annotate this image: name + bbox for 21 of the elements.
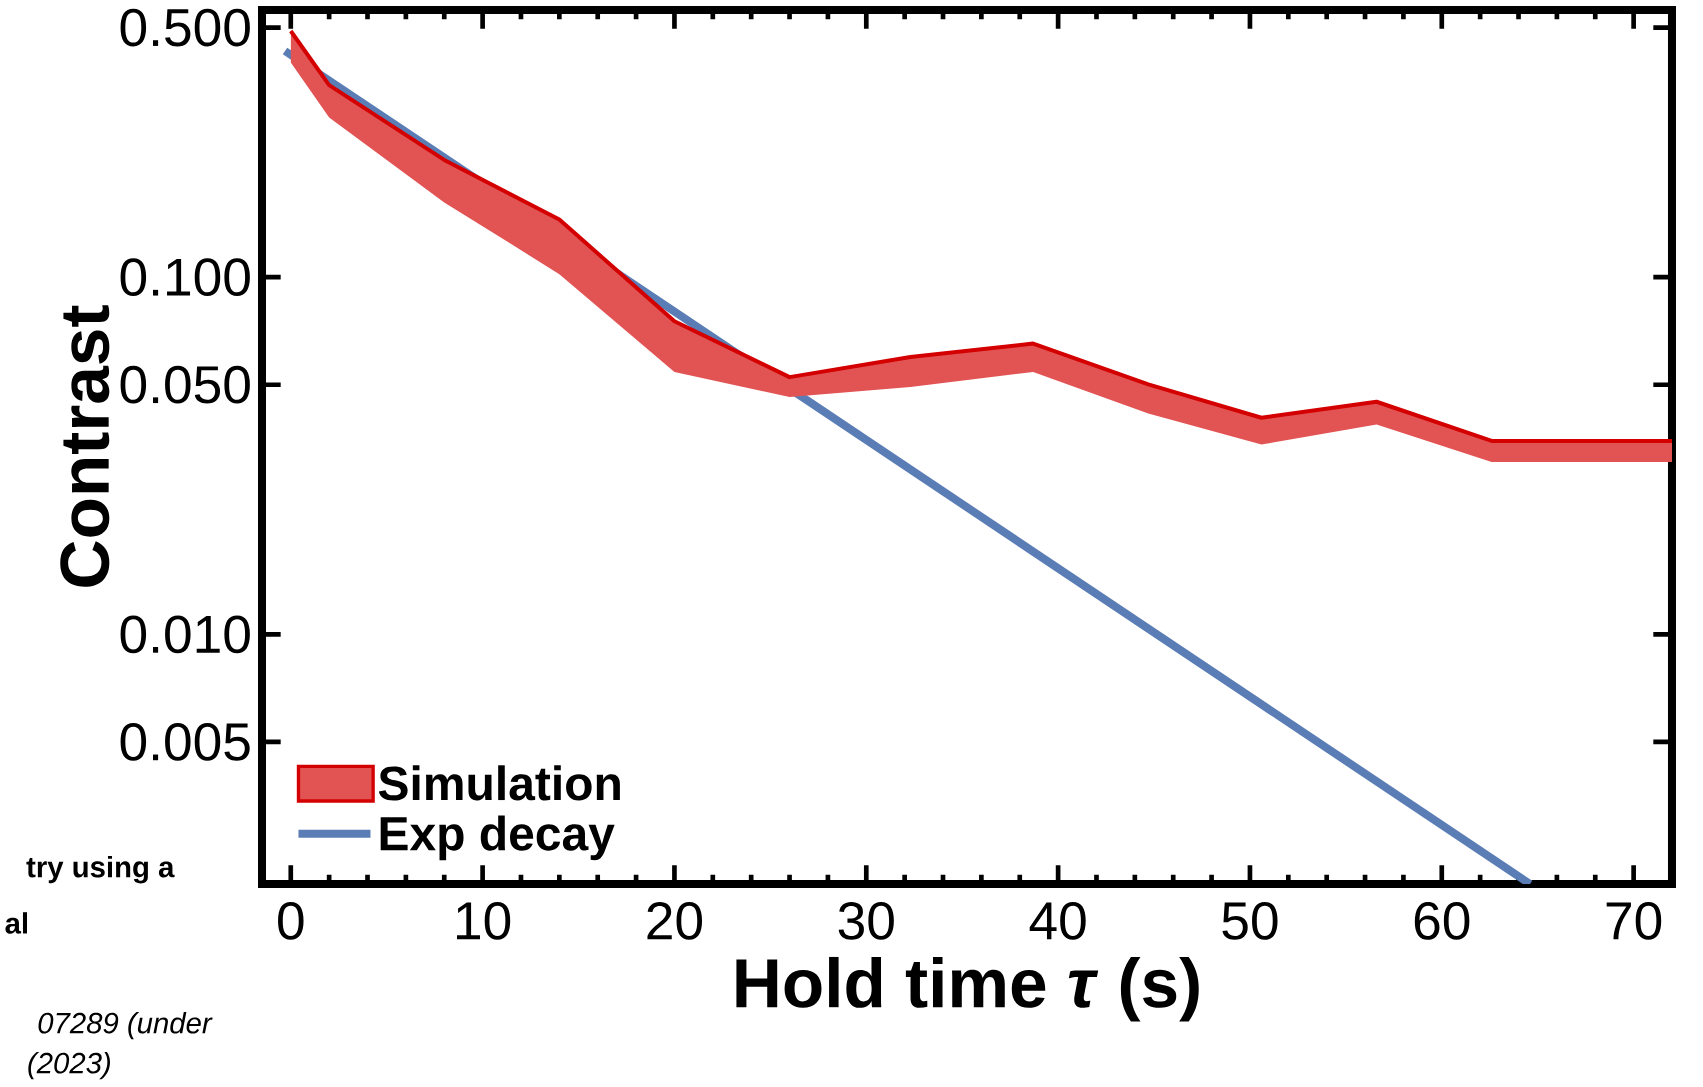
x-tick-label: 20 <box>647 902 703 940</box>
x-tick-label: 10 <box>457 902 511 940</box>
text: try using a <box>26 855 175 884</box>
y-tick-label: 0.005 <box>120 722 250 761</box>
x-tick-label: 60 <box>1414 902 1470 940</box>
y-tick-label: 0.500 <box>120 8 250 47</box>
x-tick-label: 40 <box>1029 902 1086 940</box>
x-tick-label: 50 <box>1222 902 1278 940</box>
text: (2023) <box>28 1051 110 1080</box>
y-tick-label: 0.100 <box>120 258 250 297</box>
legend-label: Simulation <box>378 765 620 801</box>
text: al <box>5 912 27 934</box>
x-tick-label: 30 <box>838 902 894 940</box>
x-tick-label: 0 <box>278 902 304 940</box>
y-tick-label: 0.010 <box>120 615 250 654</box>
legend-label: Exp decay <box>380 815 615 861</box>
text: 07289 (under <box>38 1011 213 1040</box>
x-axis-title: Hold time τ (s) <box>736 956 1199 1022</box>
x-tick-label: 70 <box>1606 902 1662 940</box>
y-axis-title: Contrast <box>60 305 110 587</box>
y-tick-label: 0.050 <box>120 365 250 404</box>
